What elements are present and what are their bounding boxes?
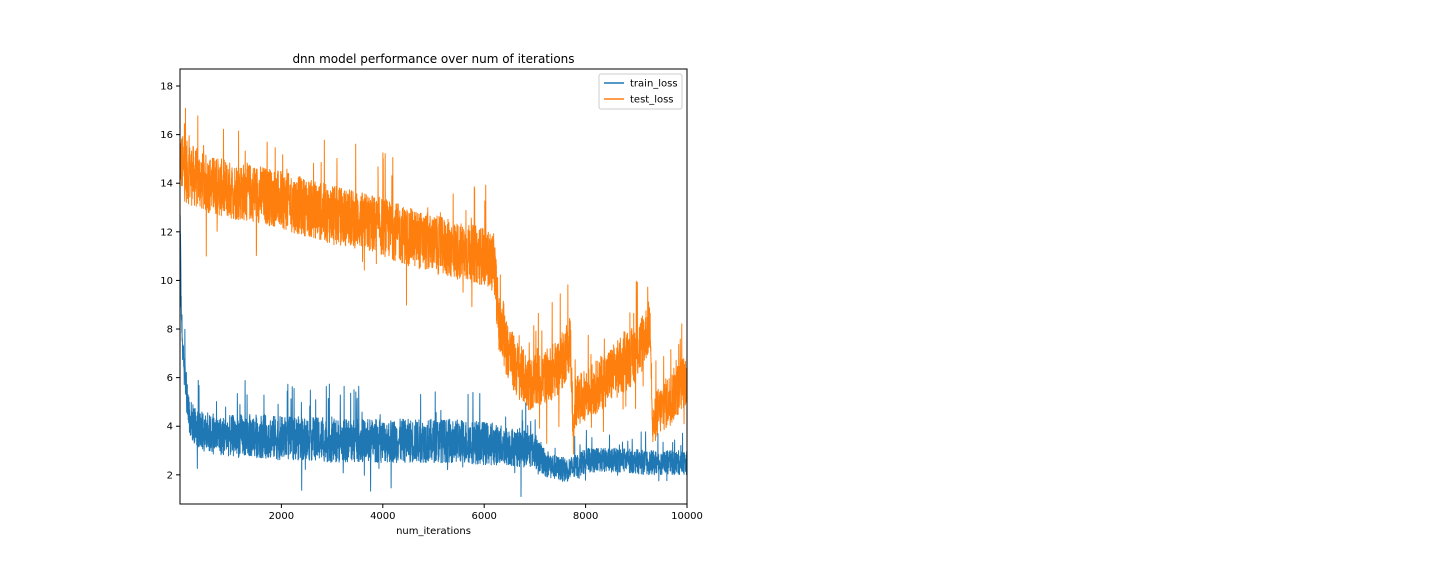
x-tick-label: 6000 bbox=[471, 511, 496, 522]
plot-area bbox=[179, 68, 688, 505]
y-tick-label: 8 bbox=[167, 325, 173, 336]
series-line-train-loss bbox=[180, 214, 687, 497]
y-tick-label: 4 bbox=[167, 422, 173, 433]
y-tick-label: 18 bbox=[160, 82, 173, 93]
x-axis-label: num_iterations bbox=[396, 526, 471, 537]
legend: train_loss test_loss bbox=[598, 73, 683, 110]
chart-title: dnn model performance over num of iterat… bbox=[292, 52, 574, 66]
x-tick-label: 8000 bbox=[573, 511, 598, 522]
series-layer bbox=[180, 107, 687, 497]
axes-frame bbox=[179, 68, 688, 505]
y-axis: 2 4 6 8 10 12 14 16 18 bbox=[160, 82, 180, 481]
y-tick-label: 6 bbox=[167, 373, 173, 384]
y-tick-label: 12 bbox=[160, 227, 173, 238]
series-line-test-loss bbox=[180, 107, 687, 455]
y-tick-label: 2 bbox=[167, 470, 173, 481]
x-tick-label: 10000 bbox=[671, 511, 703, 522]
y-tick-label: 14 bbox=[160, 179, 173, 190]
x-tick-label: 2000 bbox=[269, 511, 294, 522]
y-tick-label: 10 bbox=[160, 276, 173, 287]
legend-label-train-loss: train_loss bbox=[630, 79, 678, 90]
legend-label-test-loss: test_loss bbox=[630, 95, 674, 106]
x-axis: 2000 4000 6000 8000 10000 bbox=[269, 504, 703, 522]
x-tick-label: 4000 bbox=[370, 511, 395, 522]
y-tick-label: 16 bbox=[160, 130, 173, 141]
